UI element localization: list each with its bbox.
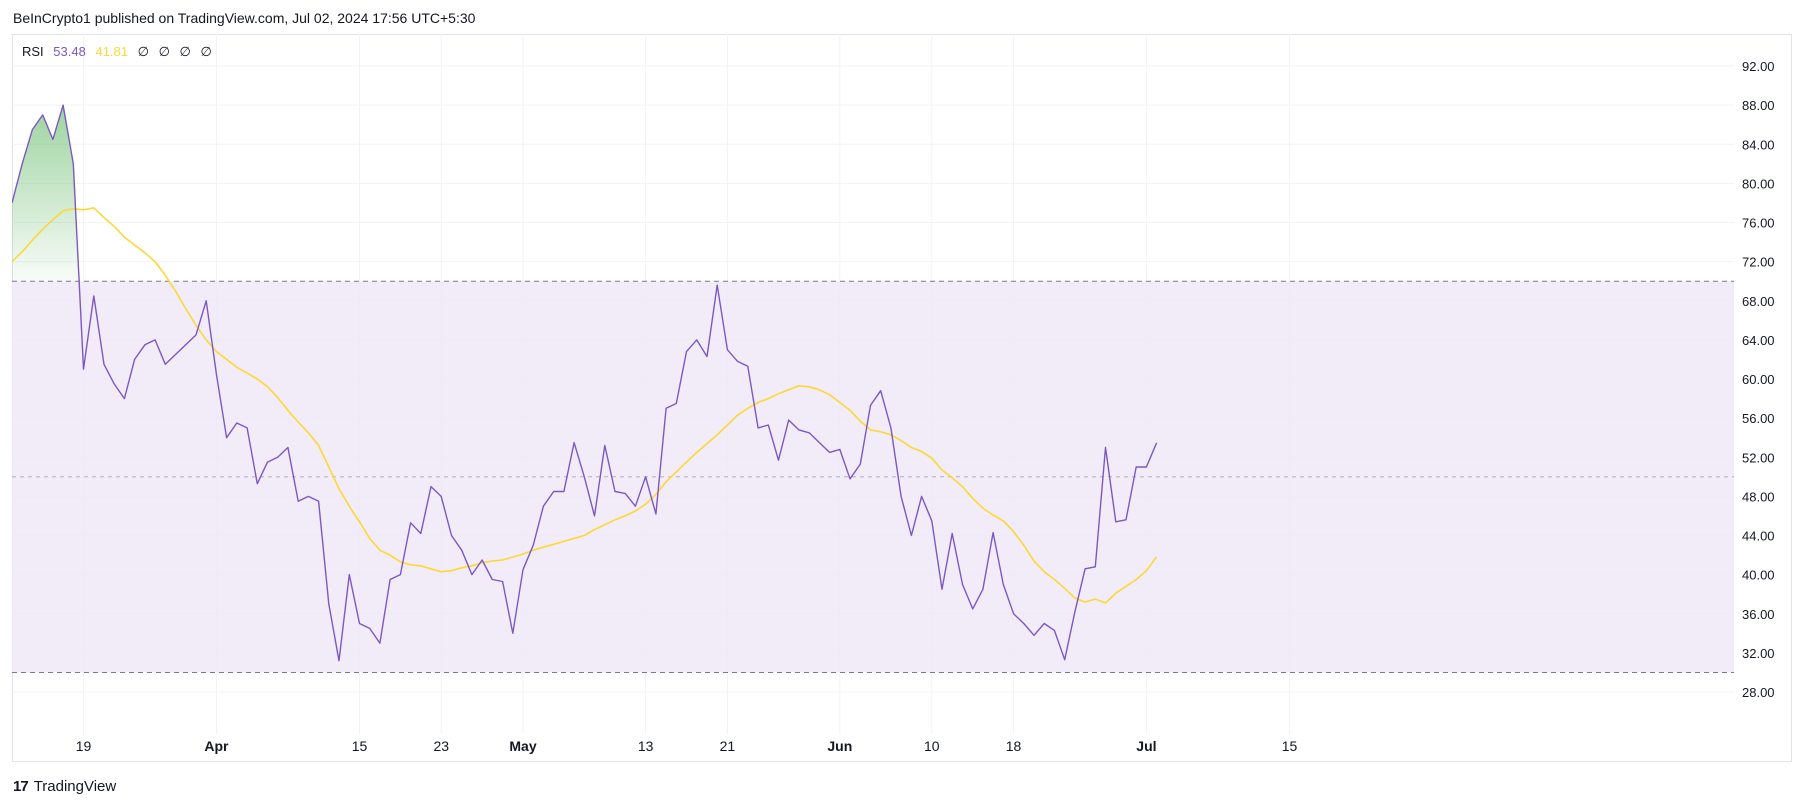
y-tick-label: 76.00 [1742, 216, 1775, 231]
rsi-overbought-fill [12, 105, 80, 282]
y-tick-label: 44.00 [1742, 529, 1775, 544]
legend: RSI 53.48 41.81 ∅ ∅ ∅ ∅ [22, 44, 218, 60]
rsi-line[interactable] [12, 104, 1158, 662]
legend-rsi-value: 53.48 [53, 44, 86, 59]
y-tick-label: 92.00 [1742, 59, 1775, 74]
y-tick-label: 36.00 [1742, 607, 1775, 622]
x-tick-label: 15 [1282, 738, 1298, 754]
x-tick-label: Jul [1136, 738, 1156, 754]
y-tick-label: 56.00 [1742, 411, 1775, 426]
legend-indicator-name: RSI [22, 44, 44, 59]
tradingview-logo-icon: 17 [13, 778, 29, 795]
x-tick-label: Jun [827, 738, 852, 754]
footer-brand[interactable]: 17 TradingView [13, 778, 116, 795]
y-tick-label: 72.00 [1742, 255, 1775, 270]
x-tick-label: 18 [1006, 738, 1022, 754]
y-tick-label: 40.00 [1742, 568, 1775, 583]
x-axis: 19 Apr 15 23 May 13 21 Jun 10 18 Jul 15 [76, 738, 1298, 754]
rsi-band [12, 280, 1734, 673]
publish-info: BeInCrypto1 published on TradingView.com… [13, 10, 475, 26]
y-tick-label: 88.00 [1742, 98, 1775, 113]
legend-extra-2: ∅ [158, 44, 170, 59]
x-tick-label: Apr [204, 738, 229, 754]
x-tick-label: 19 [76, 738, 92, 754]
legend-extra-4: ∅ [200, 44, 212, 59]
x-tick-label: 23 [433, 738, 449, 754]
y-tick-label: 28.00 [1742, 685, 1775, 700]
y-tick-label: 80.00 [1742, 176, 1775, 191]
y-tick-label: 84.00 [1742, 137, 1775, 152]
y-tick-label: 60.00 [1742, 372, 1775, 387]
x-tick-label: May [509, 738, 536, 754]
y-axis: 92.00 88.00 84.00 80.00 76.00 72.00 68.00 64.00… [1742, 59, 1775, 700]
x-tick-label: 13 [638, 738, 654, 754]
y-tick-label: 32.00 [1742, 646, 1775, 661]
x-tick-label: 10 [924, 738, 940, 754]
x-tick-label: 15 [352, 738, 368, 754]
y-tick-label: 48.00 [1742, 489, 1775, 504]
y-tick-label: 64.00 [1742, 333, 1775, 348]
y-tick-label: 68.00 [1742, 294, 1775, 309]
legend-extra-1: ∅ [137, 44, 149, 59]
legend-extra-3: ∅ [179, 44, 191, 59]
rsi-ma-line[interactable] [12, 207, 1158, 604]
footer-brand-text: TradingView [33, 778, 117, 795]
y-tick-label: 52.00 [1742, 450, 1775, 465]
x-tick-label: 21 [720, 738, 736, 754]
publish-info-text: BeInCrypto1 published on TradingView.com… [13, 10, 476, 26]
legend-ma-value: 41.81 [95, 44, 129, 59]
